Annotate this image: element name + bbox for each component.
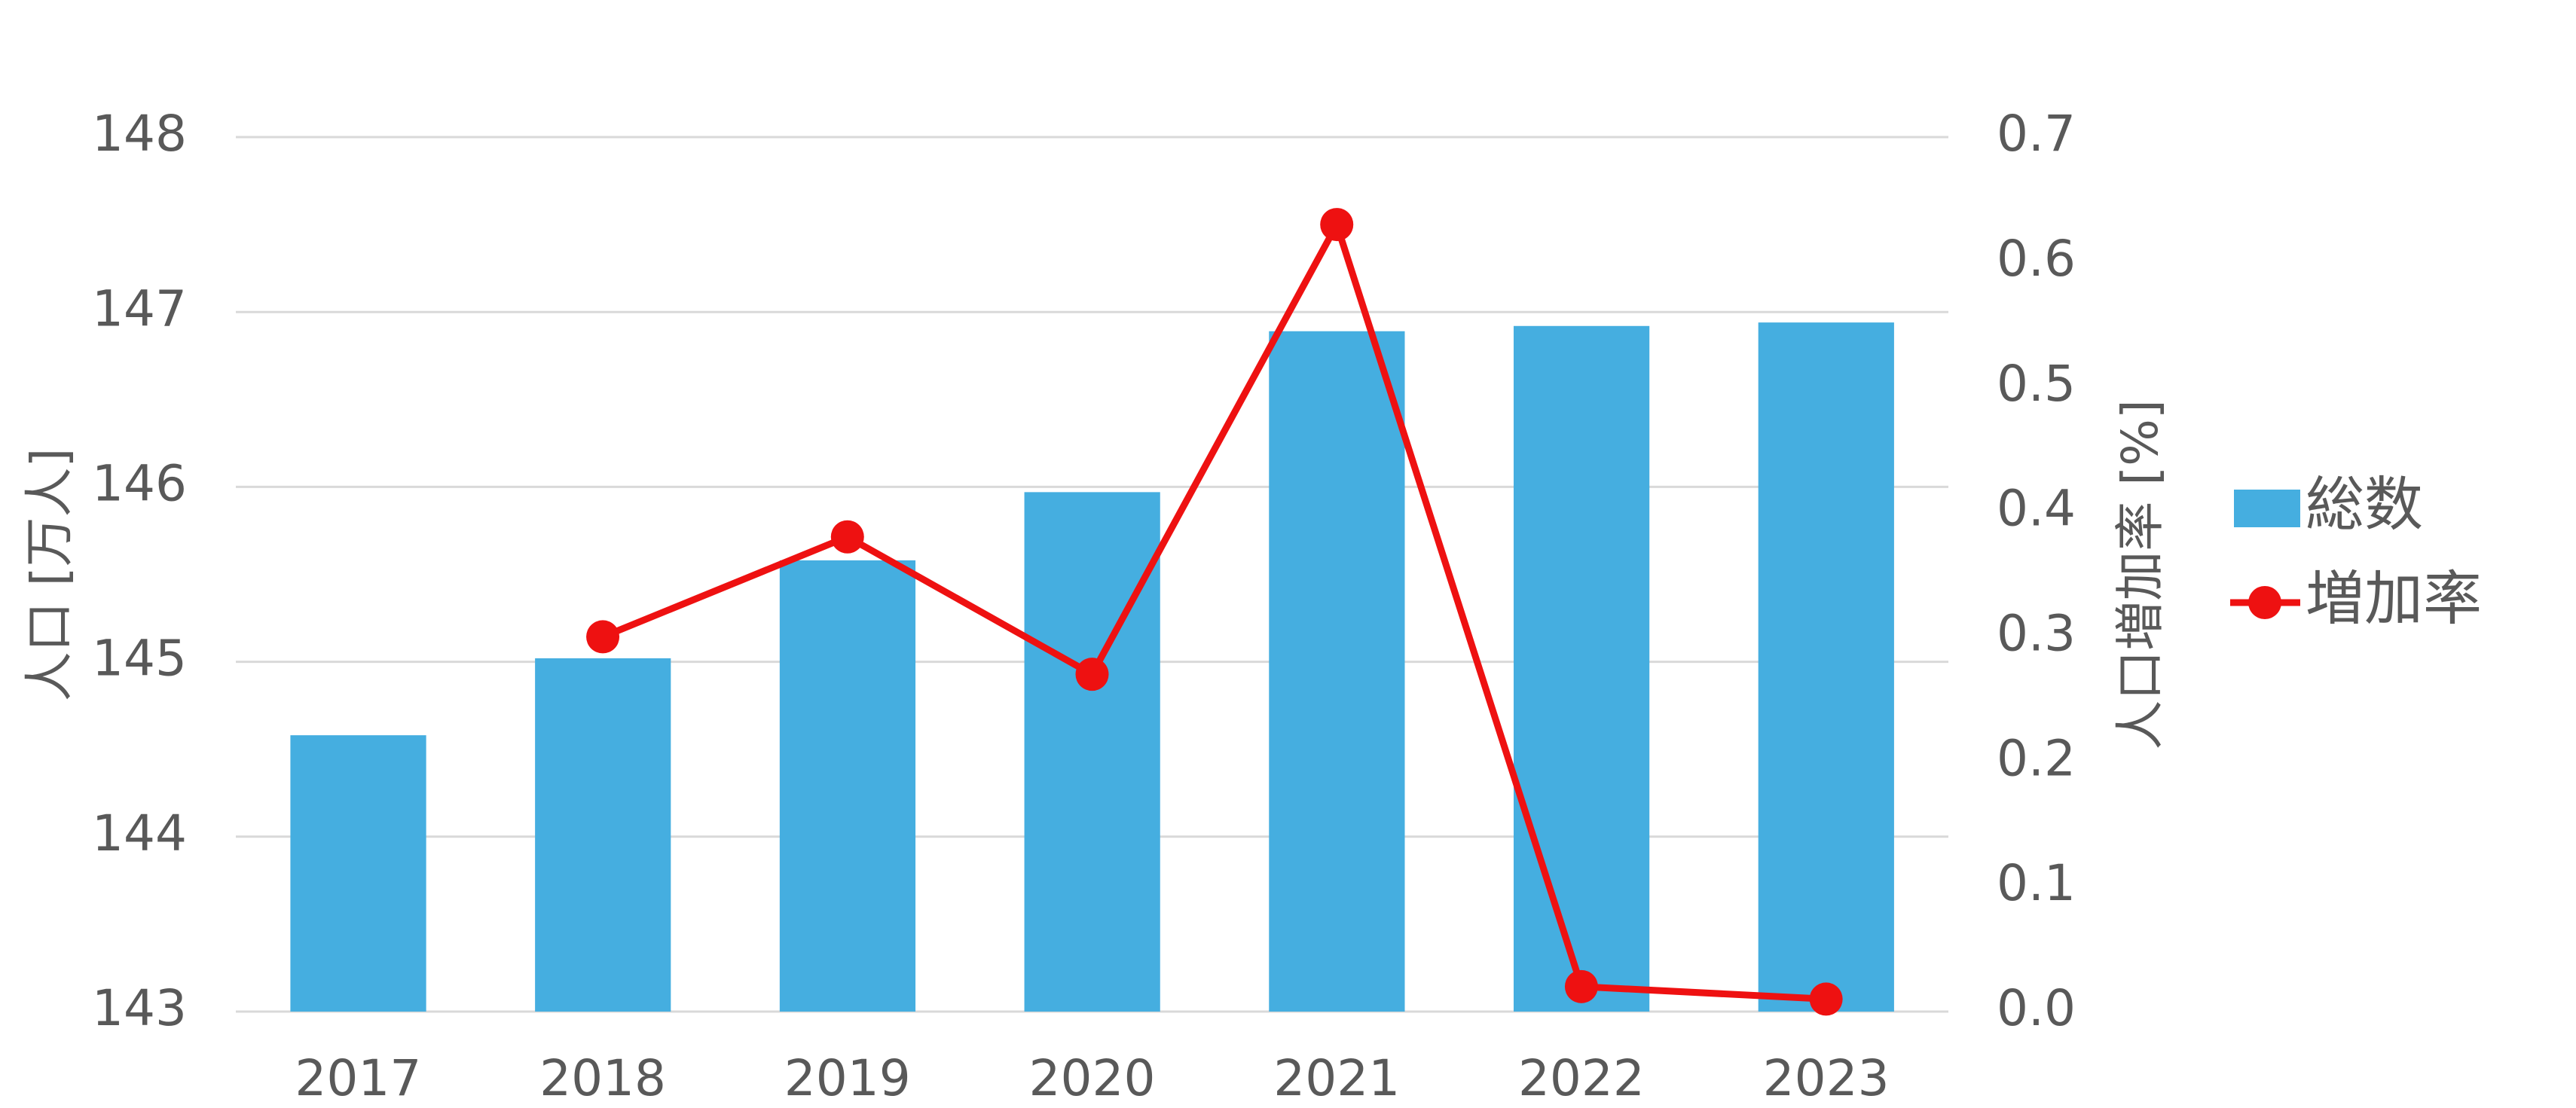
y-tick-label: 146 [92,454,187,512]
bar [1758,322,1894,1012]
line [601,215,1826,1003]
y2-axis-label: 人口増加率 [%] [2111,399,2169,749]
x-tick-label: 2018 [539,1049,666,1107]
x-tick-label: 2019 [784,1049,911,1107]
bar [779,560,916,1012]
bar [1269,331,1405,1012]
x-tick-label: 2023 [1763,1049,1890,1107]
y2-tick-label: 0.2 [1997,729,2076,787]
x-tick-label: 2021 [1273,1049,1400,1107]
legend-label: 総数 [2306,471,2423,539]
line-marker [1320,208,1354,242]
y2-tick-label: 0.3 [1997,604,2076,662]
bar [290,735,426,1012]
y2-tick-label: 0.1 [1997,854,2076,912]
y-tick-label: 148 [92,105,187,163]
y2-tick-label: 0.5 [1997,355,2076,413]
bar [1513,325,1650,1012]
y-tick-label: 144 [92,804,187,862]
line-marker [1564,969,1598,1003]
y-tick-label: 143 [92,979,187,1037]
y2-tick-label: 0.0 [1997,979,2076,1037]
bar [535,658,671,1012]
line-marker [1075,658,1109,691]
y-tick-label: 145 [92,630,187,688]
legend-label: 増加率 [2306,565,2482,633]
line-marker [1809,982,1843,1016]
legend-swatch [2248,586,2281,619]
y2-tick-label: 0.6 [1997,230,2076,288]
bar [1024,492,1160,1012]
y2-tick-label: 0.7 [1997,105,2076,163]
x-tick-label: 2017 [295,1049,421,1107]
legend-swatch [2234,490,2300,527]
y2-tick-label: 0.4 [1997,480,2076,538]
x-tick-label: 2020 [1029,1049,1156,1107]
y-tick-label: 147 [92,279,187,337]
y-axis-label: 人口 [万人] [20,448,78,701]
line-marker [830,520,864,554]
line-marker [586,620,620,654]
x-tick-label: 2022 [1518,1049,1645,1107]
